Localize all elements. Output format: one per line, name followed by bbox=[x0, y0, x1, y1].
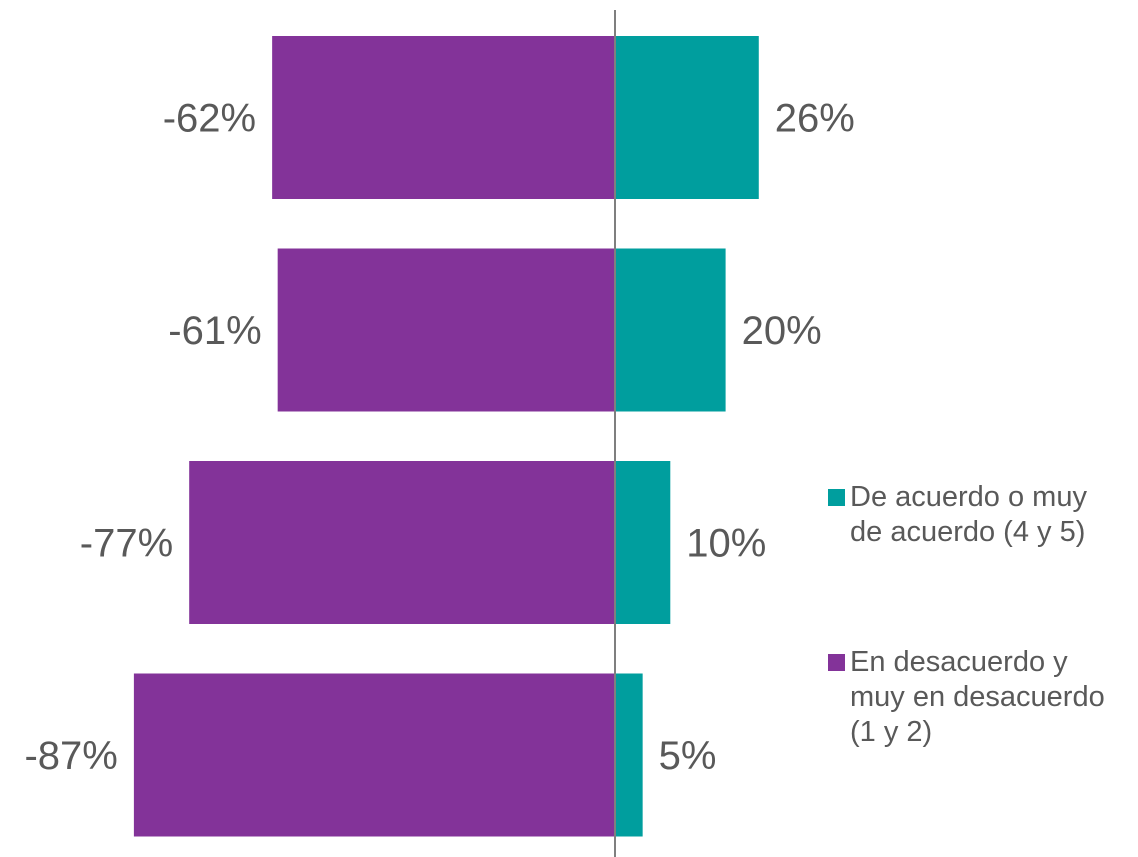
label-disagree-1: -61% bbox=[168, 309, 261, 353]
label-agree-0: 26% bbox=[775, 97, 855, 141]
label-agree-1: 20% bbox=[742, 309, 822, 353]
label-agree-2: 10% bbox=[686, 522, 766, 566]
legend-item-disagree: En desacuerdo y muy en desacuerdo (1 y 2… bbox=[828, 645, 1128, 750]
label-agree-3: 5% bbox=[659, 734, 717, 778]
label-disagree-3: -87% bbox=[24, 734, 117, 778]
bar-disagree-0 bbox=[272, 36, 615, 199]
legend-label-disagree: En desacuerdo y muy en desacuerdo (1 y 2… bbox=[850, 646, 1105, 748]
bar-disagree-3 bbox=[133, 673, 615, 837]
bar-agree-2 bbox=[615, 461, 671, 624]
bar-agree-1 bbox=[615, 248, 726, 412]
legend-swatch-agree bbox=[828, 489, 845, 506]
label-disagree-2: -77% bbox=[80, 522, 173, 566]
legend-item-agree: De acuerdo o muy de acuerdo (4 y 5) bbox=[828, 480, 1128, 550]
legend: De acuerdo o muy de acuerdo (4 y 5) En d… bbox=[828, 480, 1128, 750]
bar-agree-3 bbox=[615, 673, 643, 837]
bar-agree-0 bbox=[615, 36, 759, 199]
bar-disagree-1 bbox=[277, 248, 615, 412]
legend-label-agree: De acuerdo o muy de acuerdo (4 y 5) bbox=[850, 481, 1087, 548]
legend-swatch-disagree bbox=[828, 654, 845, 671]
bar-disagree-2 bbox=[189, 461, 615, 624]
label-disagree-0: -62% bbox=[163, 97, 256, 141]
